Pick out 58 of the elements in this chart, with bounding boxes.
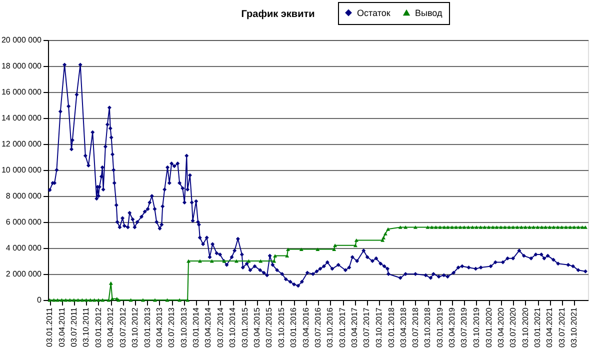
- x-tick-label: 03.04.2016: [301, 306, 310, 348]
- x-tick-label: 03.07.2011: [69, 306, 78, 347]
- x-tick-label: 03.01.2013: [142, 306, 152, 348]
- x-tick-label: 03.01.2019: [436, 306, 445, 348]
- x-tick-label: 03.10.2021: [570, 306, 579, 348]
- y-tick-label: 12 000 000: [1, 140, 42, 148]
- x-tick-label: 03.01.2017: [338, 306, 348, 348]
- x-tick-label: 03.04.2015: [252, 306, 262, 348]
- y-tick-label: 8 000 000: [6, 192, 42, 200]
- x-tick-label: 03.10.2013: [179, 306, 188, 348]
- x-tick-label: 03.04.2013: [154, 306, 164, 348]
- x-tick-label: 03.10.2014: [228, 306, 238, 348]
- x-tick-label: 03.04.2020: [496, 306, 506, 348]
- legend-label: Вывод: [415, 8, 443, 18]
- y-tick-label: 4 000 000: [6, 244, 42, 252]
- x-tick-label: 03.07.2018: [410, 306, 420, 348]
- x-tick-label: 03.01.2012: [94, 306, 103, 348]
- x-tick-label: 03.07.2014: [216, 306, 225, 348]
- x-tick-label: 03.07.2013: [167, 306, 176, 348]
- x-tick-label: 03.07.2015: [264, 306, 274, 348]
- x-tick-label: 03.01.2016: [289, 306, 298, 348]
- x-tick-label: 03.04.2017: [350, 306, 360, 348]
- y-tick-label: 10 000 000: [1, 166, 42, 174]
- x-tick-label: 03.07.2016: [313, 306, 322, 348]
- y-tick-label: 20 000 000: [1, 36, 42, 44]
- x-tick-label: 03.01.2015: [240, 306, 250, 348]
- x-tick-label: 03.10.2019: [472, 306, 481, 348]
- x-tick-label: 03.01.2020: [484, 306, 494, 348]
- x-tick-label: 03.04.2012: [106, 306, 116, 348]
- x-tick-label: 03.04.2011: [57, 306, 66, 347]
- x-tick-label: 03.01.2014: [192, 306, 201, 348]
- x-tick-label: 03.07.2012: [118, 306, 128, 348]
- x-tick-label: 03.07.2017: [362, 306, 372, 348]
- y-tick-label: 2 000 000: [6, 270, 42, 278]
- x-tick-label: 03.10.2016: [326, 306, 335, 348]
- x-tick-label: 03.10.2012: [130, 306, 140, 348]
- x-tick-label: 03.10.2011: [82, 306, 91, 347]
- x-tick-label: 03.07.2020: [508, 306, 518, 348]
- x-tick-label: 03.10.2018: [423, 306, 432, 348]
- x-tick-label: 03.01.2021: [533, 306, 542, 348]
- y-tick-label: 0: [37, 296, 42, 304]
- x-tick-label: 03.07.2021: [557, 306, 566, 348]
- y-tick-label: 16 000 000: [1, 88, 42, 96]
- x-tick-label: 03.07.2019: [460, 306, 469, 348]
- legend-label: Остаток: [357, 8, 390, 18]
- x-tick-label: 03.10.2020: [520, 306, 530, 348]
- y-tick-label: 18 000 000: [1, 62, 42, 70]
- x-tick-label: 03.01.2011: [45, 306, 54, 347]
- y-tick-label: 6 000 000: [6, 218, 42, 226]
- x-tick-label: 03.04.2019: [448, 306, 457, 348]
- x-tick-label: 03.10.2017: [374, 306, 384, 348]
- x-tick-label: 03.04.2018: [398, 306, 408, 348]
- x-tick-label: 03.04.2021: [545, 306, 554, 348]
- x-tick-label: 03.01.2018: [386, 306, 396, 348]
- chart-title: График эквити: [241, 9, 315, 20]
- x-tick-label: 03.04.2014: [204, 306, 213, 348]
- y-tick-label: 14 000 000: [1, 114, 42, 122]
- x-tick-label: 03.10.2015: [276, 306, 286, 348]
